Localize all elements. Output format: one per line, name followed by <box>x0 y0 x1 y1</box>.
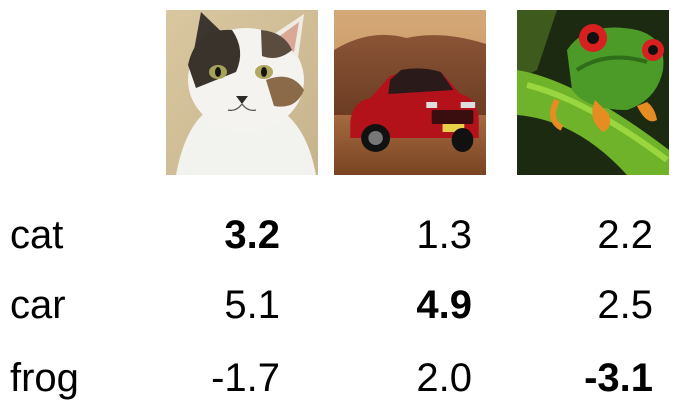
score-cat-car: 1.3 <box>416 213 472 257</box>
score-frog-cat: -1.7 <box>211 356 280 400</box>
row-label-frog: frog <box>10 356 79 400</box>
score-car-cat: 5.1 <box>224 283 280 327</box>
frog-photo-icon <box>517 10 669 175</box>
car-image <box>334 10 486 175</box>
score-cat-frog: 2.2 <box>597 213 653 257</box>
frog-image <box>517 10 669 175</box>
score-car-frog: 2.5 <box>597 283 653 327</box>
cat-image <box>166 10 318 175</box>
row-label-car: car <box>10 283 66 327</box>
score-frog-frog: -3.1 <box>584 356 653 400</box>
score-cat-cat: 3.2 <box>224 213 280 257</box>
score-frog-car: 2.0 <box>416 356 472 400</box>
car-photo-icon <box>334 10 486 175</box>
score-car-car: 4.9 <box>416 283 472 327</box>
cat-photo-icon <box>166 10 318 175</box>
row-label-cat: cat <box>10 213 64 257</box>
